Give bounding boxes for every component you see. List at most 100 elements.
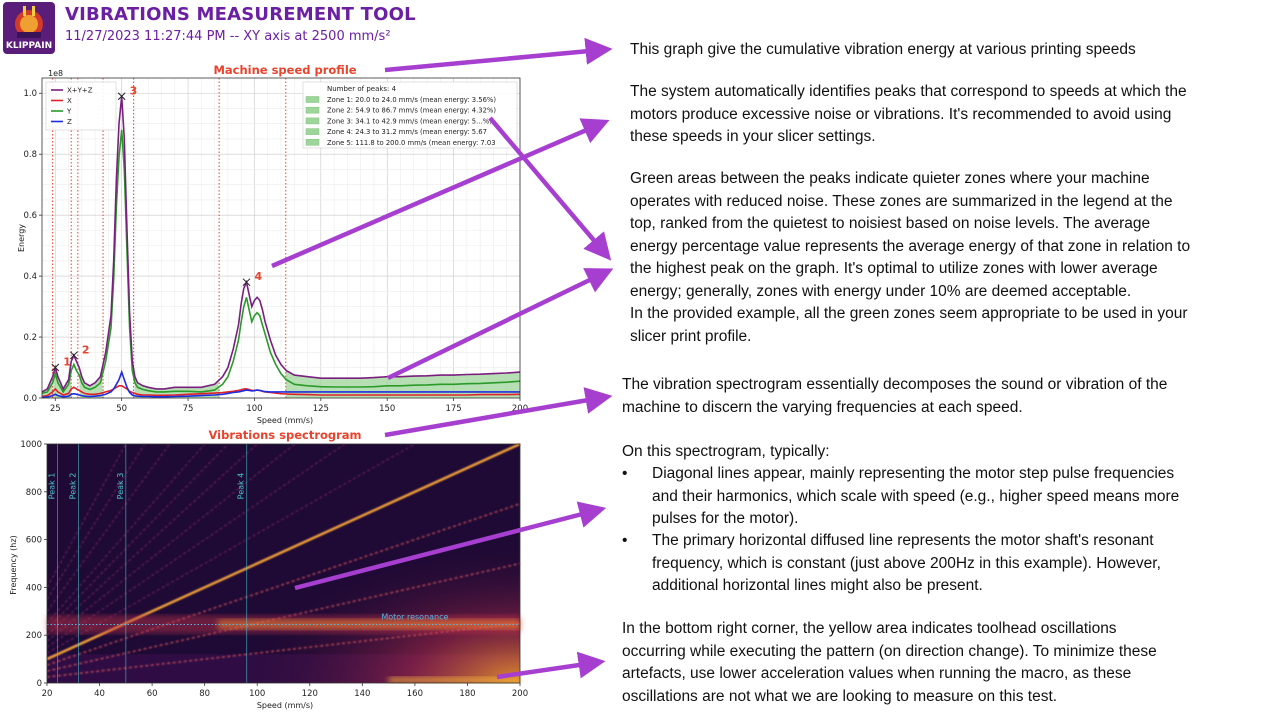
diagonal-harmonic-line xyxy=(46,443,206,624)
peak-label: 4 xyxy=(254,270,262,283)
note-bullet-resonance: • The primary horizontal diffused line r… xyxy=(622,530,1262,600)
peak-label: 2 xyxy=(82,343,90,356)
note-line: Green areas between the peaks indicate q… xyxy=(630,170,1150,187)
diagonal-harmonic-line xyxy=(46,443,258,636)
y-tick-label: 0.2 xyxy=(23,333,37,343)
note-line: oscillations are not what we are looking… xyxy=(622,687,1058,705)
spec-y-tick-label: 800 xyxy=(26,488,42,498)
diagonal-harmonic-line xyxy=(46,443,171,612)
app-title: VIBRATIONS MEASUREMENT TOOL xyxy=(65,4,416,25)
note-green-areas: Green areas between the peaks indicate q… xyxy=(630,168,1190,348)
spec-x-tick-label: 100 xyxy=(249,689,265,699)
series-line-x-y-z xyxy=(41,96,521,393)
x-tick-label: 50 xyxy=(116,404,127,414)
spec-x-tick-label: 40 xyxy=(94,689,105,699)
zone-legend-entry: Zone 3: 34.1 to 42.9 mm/s (mean energy: … xyxy=(327,117,492,125)
note-graph-intro: This graph give the cumulative vibration… xyxy=(630,39,1136,62)
toolhead-oscillation-area xyxy=(388,677,520,683)
zone-legend-header: Number of peaks: 4 xyxy=(327,85,397,93)
spec-y-tick-label: 0 xyxy=(37,679,42,689)
speed-chart-title: Machine speed profile xyxy=(213,63,356,77)
spec-x-tick-label: 20 xyxy=(42,689,53,699)
note-line: slicer print profile. xyxy=(630,327,752,345)
peak-marker xyxy=(51,363,60,372)
peak-marker xyxy=(242,278,251,287)
note-line: The vibration spectrogram essentially de… xyxy=(622,376,1168,393)
note-line: In the bottom right corner, the yellow a… xyxy=(622,620,1117,637)
peak-marker xyxy=(117,92,126,101)
legend-entry-y: Y xyxy=(66,108,72,116)
spec-x-tick-label: 60 xyxy=(147,689,158,699)
spec-x-tick-label: 160 xyxy=(407,689,423,699)
spectrogram-ylabel: Frequency (hz) xyxy=(9,535,18,594)
spec-x-tick-label: 80 xyxy=(199,689,210,699)
note-line: energy percentage value represents the a… xyxy=(630,237,1191,255)
spec-y-tick-label: 400 xyxy=(26,583,42,593)
klippain-logo: KLIPPAIN xyxy=(3,2,55,54)
series-line-z xyxy=(41,369,520,399)
y-tick-label: 0.0 xyxy=(23,394,37,404)
note-peaks: The system automatically identifies peak… xyxy=(630,81,1187,149)
note-line: The system automatically identifies peak… xyxy=(630,83,1187,100)
note-line: and their harmonics, which scale with sp… xyxy=(652,487,1180,505)
zone-area-3 xyxy=(79,368,103,398)
spec-x-tick-label: 200 xyxy=(512,689,528,699)
zone-legend-entry: Zone 1: 20.0 to 24.0 mm/s (mean energy: … xyxy=(327,96,496,104)
speed-chart-ylabel: Energy xyxy=(17,224,26,252)
note-line: artefacts, use lower acceleration values… xyxy=(622,665,1132,682)
y-tick-label: 0.8 xyxy=(23,150,37,160)
note-line: machine to discern the varying frequenci… xyxy=(622,398,1023,416)
note-line: In the provided example, all the green z… xyxy=(630,305,1188,322)
y-tick-label: 0.6 xyxy=(23,211,37,221)
diagonal-harmonic-line xyxy=(46,443,416,654)
resonance-band-core xyxy=(217,619,521,630)
note-line: motors produce excessive noise or vibrat… xyxy=(630,105,1172,123)
x-tick-label: 25 xyxy=(50,404,61,414)
note-line: On this spectrogram, typically: xyxy=(622,443,830,460)
x-tick-label: 100 xyxy=(246,404,262,414)
subtitle: 11/27/2023 11:27:44 PM -- XY axis at 250… xyxy=(65,29,391,44)
peak-label: 1 xyxy=(63,356,71,369)
legend-entry-x-y-z: X+Y+Z xyxy=(67,87,93,95)
x-tick-label: 75 xyxy=(183,404,194,414)
note-bottom-right: In the bottom right corner, the yellow a… xyxy=(622,618,1157,708)
note-line: operates with reduced noise. These zones… xyxy=(630,192,1173,210)
series-line-y xyxy=(41,129,521,395)
peak-label: 3 xyxy=(130,84,138,97)
y-multiplier: 1e8 xyxy=(48,69,63,78)
diagonal-harmonic-line xyxy=(46,443,229,630)
y-tick-label: 0.4 xyxy=(23,272,37,282)
spectrogram-chart: Vibrations spectrogram Speed (mm/s) Freq… xyxy=(9,428,528,710)
spectrogram-peak-label: Peak 1 xyxy=(48,473,57,500)
spec-y-tick-label: 200 xyxy=(26,631,42,641)
series-line-x xyxy=(41,385,521,398)
note-line: energy; generally, zones with energy und… xyxy=(630,282,1132,300)
zone-area-4 xyxy=(53,365,72,398)
spectrogram-peak-label: Peak 3 xyxy=(116,473,125,500)
note-line: The primary horizontal diffused line rep… xyxy=(652,532,1154,549)
resonance-label: Motor resonance xyxy=(381,612,448,621)
spectrogram-title: Vibrations spectrogram xyxy=(208,428,361,442)
note-bullet-diagonal: • Diagonal lines appear, mainly represen… xyxy=(622,463,1262,533)
spec-x-tick-label: 180 xyxy=(459,689,475,699)
bullet-glyph: • xyxy=(622,532,628,549)
spec-y-tick-label: 600 xyxy=(26,536,42,546)
x-tick-label: 125 xyxy=(313,404,329,414)
note-typically: On this spectrogram, typically: xyxy=(622,441,830,464)
legend-entry-x: X xyxy=(67,97,72,105)
note-line: pulses for the motor). xyxy=(652,510,799,527)
spec-x-tick-label: 120 xyxy=(302,689,318,699)
note-spectrogram-intro: The vibration spectrogram essentially de… xyxy=(622,374,1167,419)
zone-legend-entry: Zone 2: 54.9 to 86.7 mm/s (mean energy: … xyxy=(327,107,496,115)
note-line: frequency, which is constant (just above… xyxy=(652,554,1161,572)
note-line: Diagonal lines appear, mainly representi… xyxy=(652,465,1175,482)
note-line: additional horizontal lines might also b… xyxy=(652,577,983,594)
note-line: occurring while executing the pattern (o… xyxy=(622,642,1157,660)
spec-x-tick-label: 140 xyxy=(354,689,370,699)
note-graph-intro-text: This graph give the cumulative vibration… xyxy=(630,41,1136,58)
y-tick-label: 1.0 xyxy=(23,89,37,99)
note-line: these speeds in your slicer settings. xyxy=(630,128,876,145)
spectrogram-peak-label: Peak 2 xyxy=(69,473,78,500)
legend-entry-z: Z xyxy=(67,118,72,126)
logo-graphic xyxy=(15,6,43,38)
